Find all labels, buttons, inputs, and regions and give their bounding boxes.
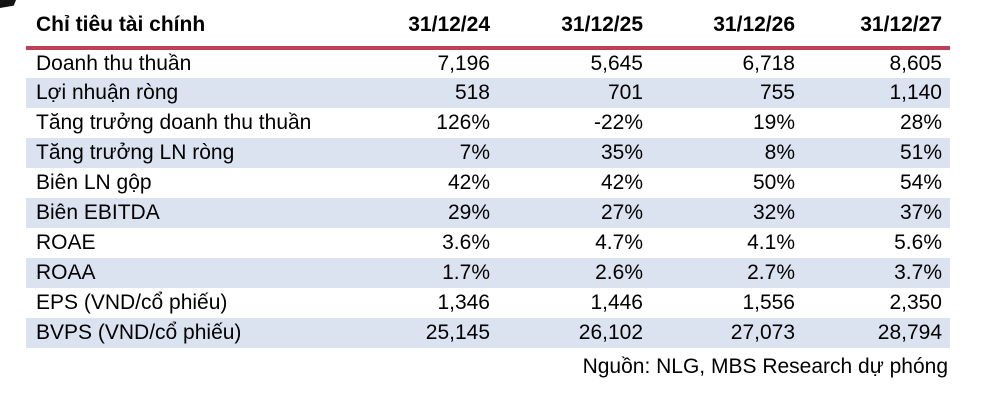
row-value: 7% bbox=[459, 141, 490, 164]
row-value: 1,446 bbox=[590, 291, 643, 314]
row-value: 42% bbox=[447, 171, 490, 194]
table-row: ROAA 1.7% 2.6% 2.7% 3.7% bbox=[26, 258, 950, 288]
row-value: 2.6% bbox=[595, 261, 643, 284]
row-label: EPS (VND/cổ phiếu) bbox=[36, 291, 228, 314]
row-value: 51% bbox=[899, 141, 942, 164]
row-value: 755 bbox=[759, 81, 795, 104]
row-value: 3.6% bbox=[442, 231, 490, 254]
row-value: 1.7% bbox=[442, 261, 490, 284]
table-row: Lợi nhuận ròng 518 701 755 1,140 bbox=[26, 78, 950, 108]
row-value: 1,346 bbox=[437, 291, 490, 314]
table-row: BVPS (VND/cổ phiếu) 25,145 26,102 27,073 28,… bbox=[26, 318, 950, 348]
row-value: 2.7% bbox=[747, 261, 795, 284]
table-body: Doanh thu thuần 7,196 5,645 6,718 8,605 Lợi n… bbox=[26, 48, 950, 348]
table-row: Doanh thu thuần 7,196 5,645 6,718 8,605 bbox=[26, 48, 950, 78]
header-date-col1: 31/12/24 bbox=[382, 8, 498, 50]
row-value: 35% bbox=[600, 141, 643, 164]
financial-table: Chỉ tiêu tài chính 31/12/24 31/12/25 31/12/… bbox=[26, 8, 950, 348]
row-value: 2,350 bbox=[889, 291, 942, 314]
row-value: 19% bbox=[752, 111, 795, 134]
header-date-col2: 31/12/25 bbox=[498, 8, 651, 50]
row-label: Tăng trưởng doanh thu thuần bbox=[36, 111, 312, 134]
row-value: 54% bbox=[899, 171, 942, 194]
row-value: 126% bbox=[436, 111, 490, 134]
row-value: 5.6% bbox=[894, 231, 942, 254]
row-label: Biên EBITDA bbox=[36, 201, 160, 224]
header-date-col4: 31/12/27 bbox=[803, 8, 950, 50]
table-row: EPS (VND/cổ phiếu) 1,346 1,446 1,556 2,350 bbox=[26, 288, 950, 318]
table-row: ROAE 3.6% 4.7% 4.1% 5.6% bbox=[26, 228, 950, 258]
header-label: Chỉ tiêu tài chính bbox=[26, 8, 382, 50]
row-value: 8,605 bbox=[889, 52, 942, 75]
row-label: Tăng trưởng LN ròng bbox=[36, 141, 235, 164]
corner-artifact bbox=[0, 0, 16, 8]
row-value: 28,794 bbox=[877, 321, 942, 344]
row-value: 25,145 bbox=[425, 321, 490, 344]
row-label: ROAA bbox=[36, 261, 96, 284]
row-label: Lợi nhuận ròng bbox=[36, 81, 179, 104]
row-value: 26,102 bbox=[578, 321, 643, 344]
header-date-col3: 31/12/26 bbox=[651, 8, 803, 50]
row-label: ROAE bbox=[36, 231, 96, 254]
table-row: Biên LN gộp 42% 42% 50% 54% bbox=[26, 168, 950, 198]
row-value: 4.7% bbox=[595, 231, 643, 254]
row-value: 7,196 bbox=[437, 52, 490, 75]
row-value: 29% bbox=[447, 201, 490, 224]
row-value: 4.1% bbox=[747, 231, 795, 254]
table-row: Tăng trưởng doanh thu thuần 126% -22% 19% 28… bbox=[26, 108, 950, 138]
row-value: -22% bbox=[593, 111, 643, 134]
row-value: 518 bbox=[454, 81, 490, 104]
row-value: 1,140 bbox=[889, 81, 942, 104]
table-head: Chỉ tiêu tài chính 31/12/24 31/12/25 31/12/… bbox=[26, 8, 950, 50]
row-value: 701 bbox=[607, 81, 643, 104]
table-row: Biên EBITDA 29% 27% 32% 37% bbox=[26, 198, 950, 228]
row-value: 28% bbox=[899, 111, 942, 134]
row-value: 6,718 bbox=[742, 52, 795, 75]
row-value: 50% bbox=[752, 171, 795, 194]
row-label: Doanh thu thuần bbox=[36, 52, 192, 75]
source-note: Nguồn: NLG, MBS Research dự phóng bbox=[582, 355, 948, 378]
row-value: 8% bbox=[764, 141, 795, 164]
row-value: 27,073 bbox=[730, 321, 795, 344]
row-value: 5,645 bbox=[590, 52, 643, 75]
table-header-row: Chỉ tiêu tài chính 31/12/24 31/12/25 31/12/… bbox=[26, 8, 950, 50]
row-value: 37% bbox=[899, 201, 942, 224]
row-value: 3.7% bbox=[894, 261, 942, 284]
row-value: 42% bbox=[600, 171, 643, 194]
row-value: 32% bbox=[752, 201, 795, 224]
row-value: 1,556 bbox=[742, 291, 795, 314]
row-value: 27% bbox=[600, 201, 643, 224]
row-label: BVPS (VND/cổ phiếu) bbox=[36, 321, 242, 344]
row-label: Biên LN gộp bbox=[36, 171, 152, 194]
table-row: Tăng trưởng LN ròng 7% 35% 8% 51% bbox=[26, 138, 950, 168]
